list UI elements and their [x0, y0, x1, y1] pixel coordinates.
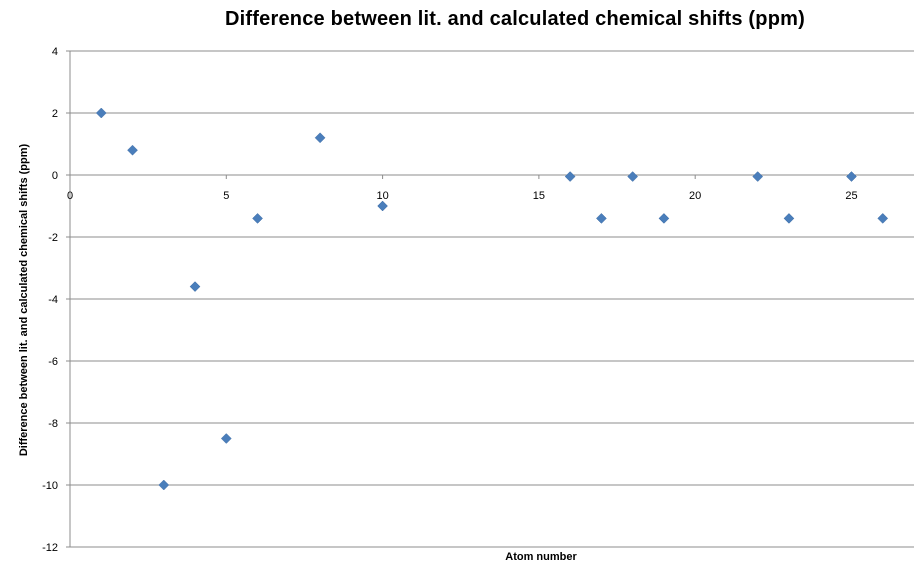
x-axis-label: Atom number — [505, 551, 577, 563]
data-point — [158, 479, 170, 491]
data-point — [127, 144, 138, 156]
data-point — [314, 132, 326, 144]
data-point — [658, 213, 670, 224]
data-point — [752, 171, 764, 182]
data-points — [95, 107, 889, 491]
x-tick-label: 0 — [67, 190, 73, 202]
data-point — [846, 171, 857, 182]
y-tick-label: -4 — [48, 294, 58, 306]
x-tick-label: 15 — [533, 190, 545, 202]
x-tick-label: 25 — [845, 190, 857, 202]
y-tick-label: 0 — [52, 170, 58, 182]
data-point — [564, 171, 576, 182]
data-point — [596, 213, 607, 224]
y-tick-label: -12 — [42, 542, 58, 554]
x-tick-label: 5 — [223, 190, 229, 202]
axes — [66, 50, 914, 548]
chart-title: Difference between lit. and calculated c… — [225, 8, 805, 30]
data-point — [189, 281, 201, 292]
y-tick-label: -2 — [48, 232, 58, 244]
data-point — [95, 107, 107, 119]
y-tick-label: 2 — [52, 108, 58, 120]
y-tick-label: -6 — [48, 356, 58, 368]
y-tick-labels: 4 2 0 -2 -4 -6 -8 -10 -12 — [42, 46, 58, 554]
data-point — [627, 171, 639, 182]
gridlines — [70, 50, 914, 548]
data-point — [252, 213, 263, 224]
x-tick-label: 20 — [689, 190, 701, 202]
y-tick-label: 4 — [52, 46, 58, 58]
x-tick-label: 10 — [376, 190, 388, 202]
data-point — [877, 213, 889, 224]
y-tick-label: -10 — [42, 480, 58, 492]
data-point — [377, 200, 388, 212]
data-point — [783, 213, 795, 224]
x-tick-labels: 0 5 10 15 20 25 — [67, 190, 858, 202]
data-point — [220, 433, 232, 444]
y-tick-label: -8 — [48, 418, 58, 430]
